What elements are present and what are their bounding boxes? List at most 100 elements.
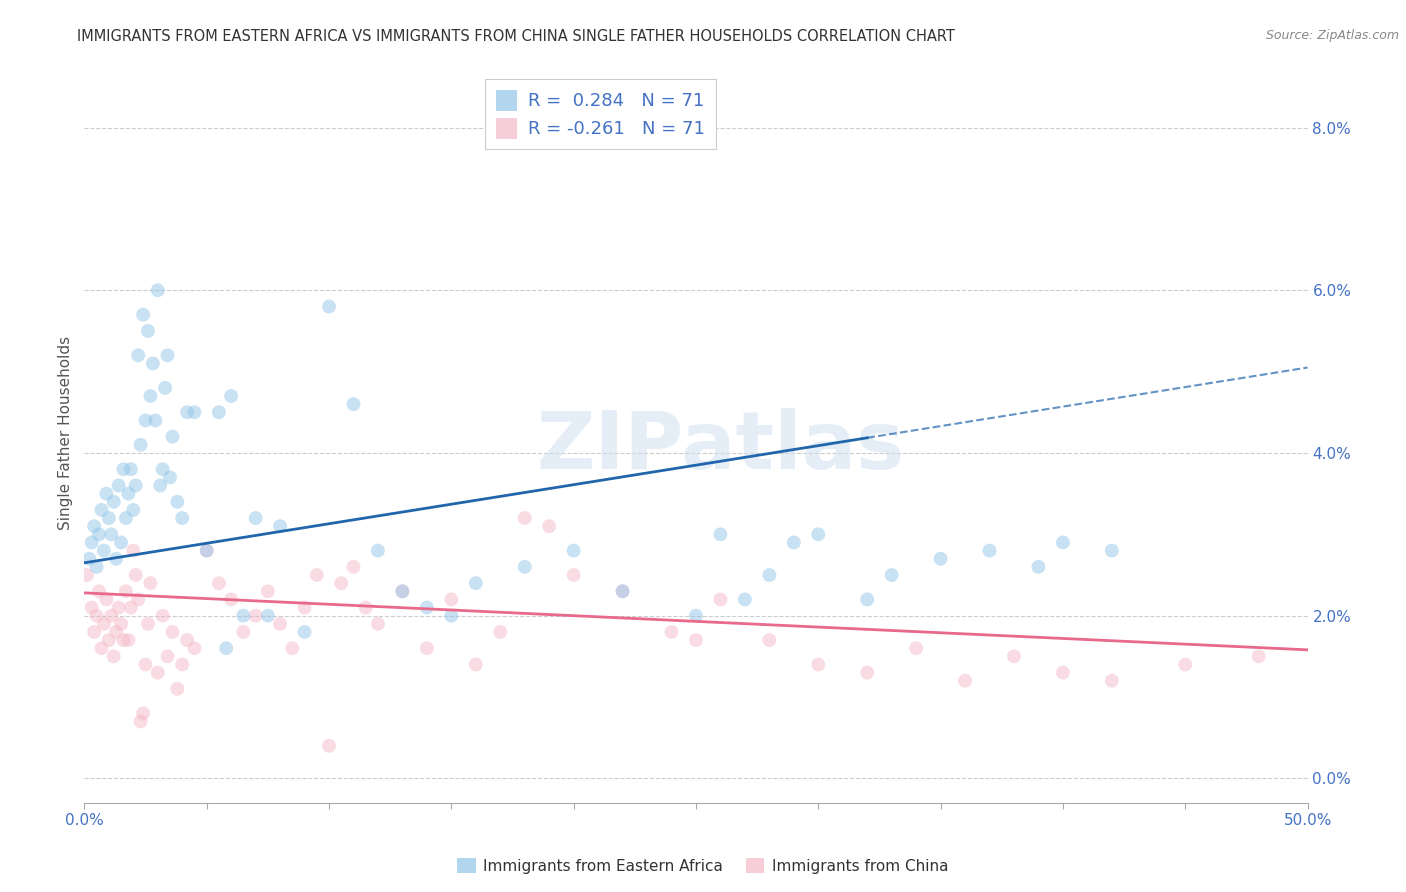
- Point: [269, 519, 291, 533]
- Point: [80, 535, 103, 549]
- Point: [122, 543, 145, 558]
- Point: [294, 624, 316, 639]
- Point: [513, 511, 536, 525]
- Point: [127, 348, 149, 362]
- Point: [97, 511, 120, 525]
- Point: [166, 495, 188, 509]
- Point: [172, 511, 194, 525]
- Point: [120, 600, 142, 615]
- Point: [215, 641, 238, 656]
- Point: [162, 624, 184, 639]
- Point: [440, 592, 463, 607]
- Point: [783, 535, 806, 549]
- Point: [87, 527, 110, 541]
- Point: [538, 519, 561, 533]
- Point: [139, 576, 162, 591]
- Point: [318, 300, 340, 314]
- Point: [176, 405, 198, 419]
- Point: [685, 633, 707, 648]
- Point: [489, 624, 512, 639]
- Point: [464, 576, 486, 591]
- Point: [115, 584, 138, 599]
- Point: [612, 584, 634, 599]
- Point: [464, 657, 486, 672]
- Point: [195, 543, 218, 558]
- Point: [159, 470, 181, 484]
- Point: [245, 511, 267, 525]
- Point: [1052, 535, 1074, 549]
- Point: [125, 568, 148, 582]
- Point: [219, 592, 242, 607]
- Point: [269, 616, 291, 631]
- Point: [367, 543, 389, 558]
- Point: [1101, 543, 1123, 558]
- Point: [183, 641, 205, 656]
- Point: [125, 478, 148, 492]
- Point: [979, 543, 1001, 558]
- Point: [76, 568, 98, 582]
- Point: [103, 649, 125, 664]
- Point: [172, 657, 194, 672]
- Point: [905, 641, 928, 656]
- Point: [136, 324, 159, 338]
- Point: [734, 592, 756, 607]
- Point: [135, 657, 157, 672]
- Point: [127, 592, 149, 607]
- Point: [367, 616, 389, 631]
- Point: [176, 633, 198, 648]
- Point: [115, 511, 138, 525]
- Point: [856, 665, 879, 680]
- Point: [305, 568, 328, 582]
- Point: [117, 486, 139, 500]
- Point: [685, 608, 707, 623]
- Text: IMMIGRANTS FROM EASTERN AFRICA VS IMMIGRANTS FROM CHINA SINGLE FATHER HOUSEHOLDS: IMMIGRANTS FROM EASTERN AFRICA VS IMMIGR…: [77, 29, 955, 44]
- Point: [153, 381, 176, 395]
- Point: [143, 413, 166, 427]
- Point: [208, 576, 231, 591]
- Point: [146, 283, 169, 297]
- Text: ZIPatlas: ZIPatlas: [536, 409, 904, 486]
- Point: [105, 551, 128, 566]
- Y-axis label: Single Father Households: Single Father Households: [58, 335, 73, 530]
- Point: [195, 543, 218, 558]
- Point: [318, 739, 340, 753]
- Point: [807, 527, 830, 541]
- Point: [281, 641, 304, 656]
- Point: [112, 462, 135, 476]
- Point: [100, 527, 122, 541]
- Point: [562, 568, 585, 582]
- Point: [416, 600, 439, 615]
- Text: Source: ZipAtlas.com: Source: ZipAtlas.com: [1265, 29, 1399, 42]
- Point: [1247, 649, 1270, 664]
- Point: [856, 592, 879, 607]
- Point: [135, 413, 157, 427]
- Point: [1028, 559, 1050, 574]
- Point: [232, 624, 254, 639]
- Point: [142, 356, 165, 370]
- Point: [136, 616, 159, 631]
- Point: [391, 584, 413, 599]
- Point: [758, 633, 780, 648]
- Point: [208, 405, 231, 419]
- Point: [156, 348, 179, 362]
- Point: [132, 706, 155, 721]
- Point: [83, 624, 105, 639]
- Point: [93, 616, 115, 631]
- Point: [416, 641, 439, 656]
- Point: [93, 543, 115, 558]
- Point: [661, 624, 683, 639]
- Point: [96, 486, 118, 500]
- Point: [1101, 673, 1123, 688]
- Point: [166, 681, 188, 696]
- Point: [103, 495, 125, 509]
- Point: [709, 592, 731, 607]
- Legend: R =  0.284   N = 71, R = -0.261   N = 71: R = 0.284 N = 71, R = -0.261 N = 71: [485, 78, 716, 150]
- Point: [96, 592, 118, 607]
- Point: [87, 584, 110, 599]
- Point: [612, 584, 634, 599]
- Point: [105, 624, 128, 639]
- Point: [86, 559, 108, 574]
- Point: [129, 438, 152, 452]
- Point: [929, 551, 952, 566]
- Point: [86, 608, 108, 623]
